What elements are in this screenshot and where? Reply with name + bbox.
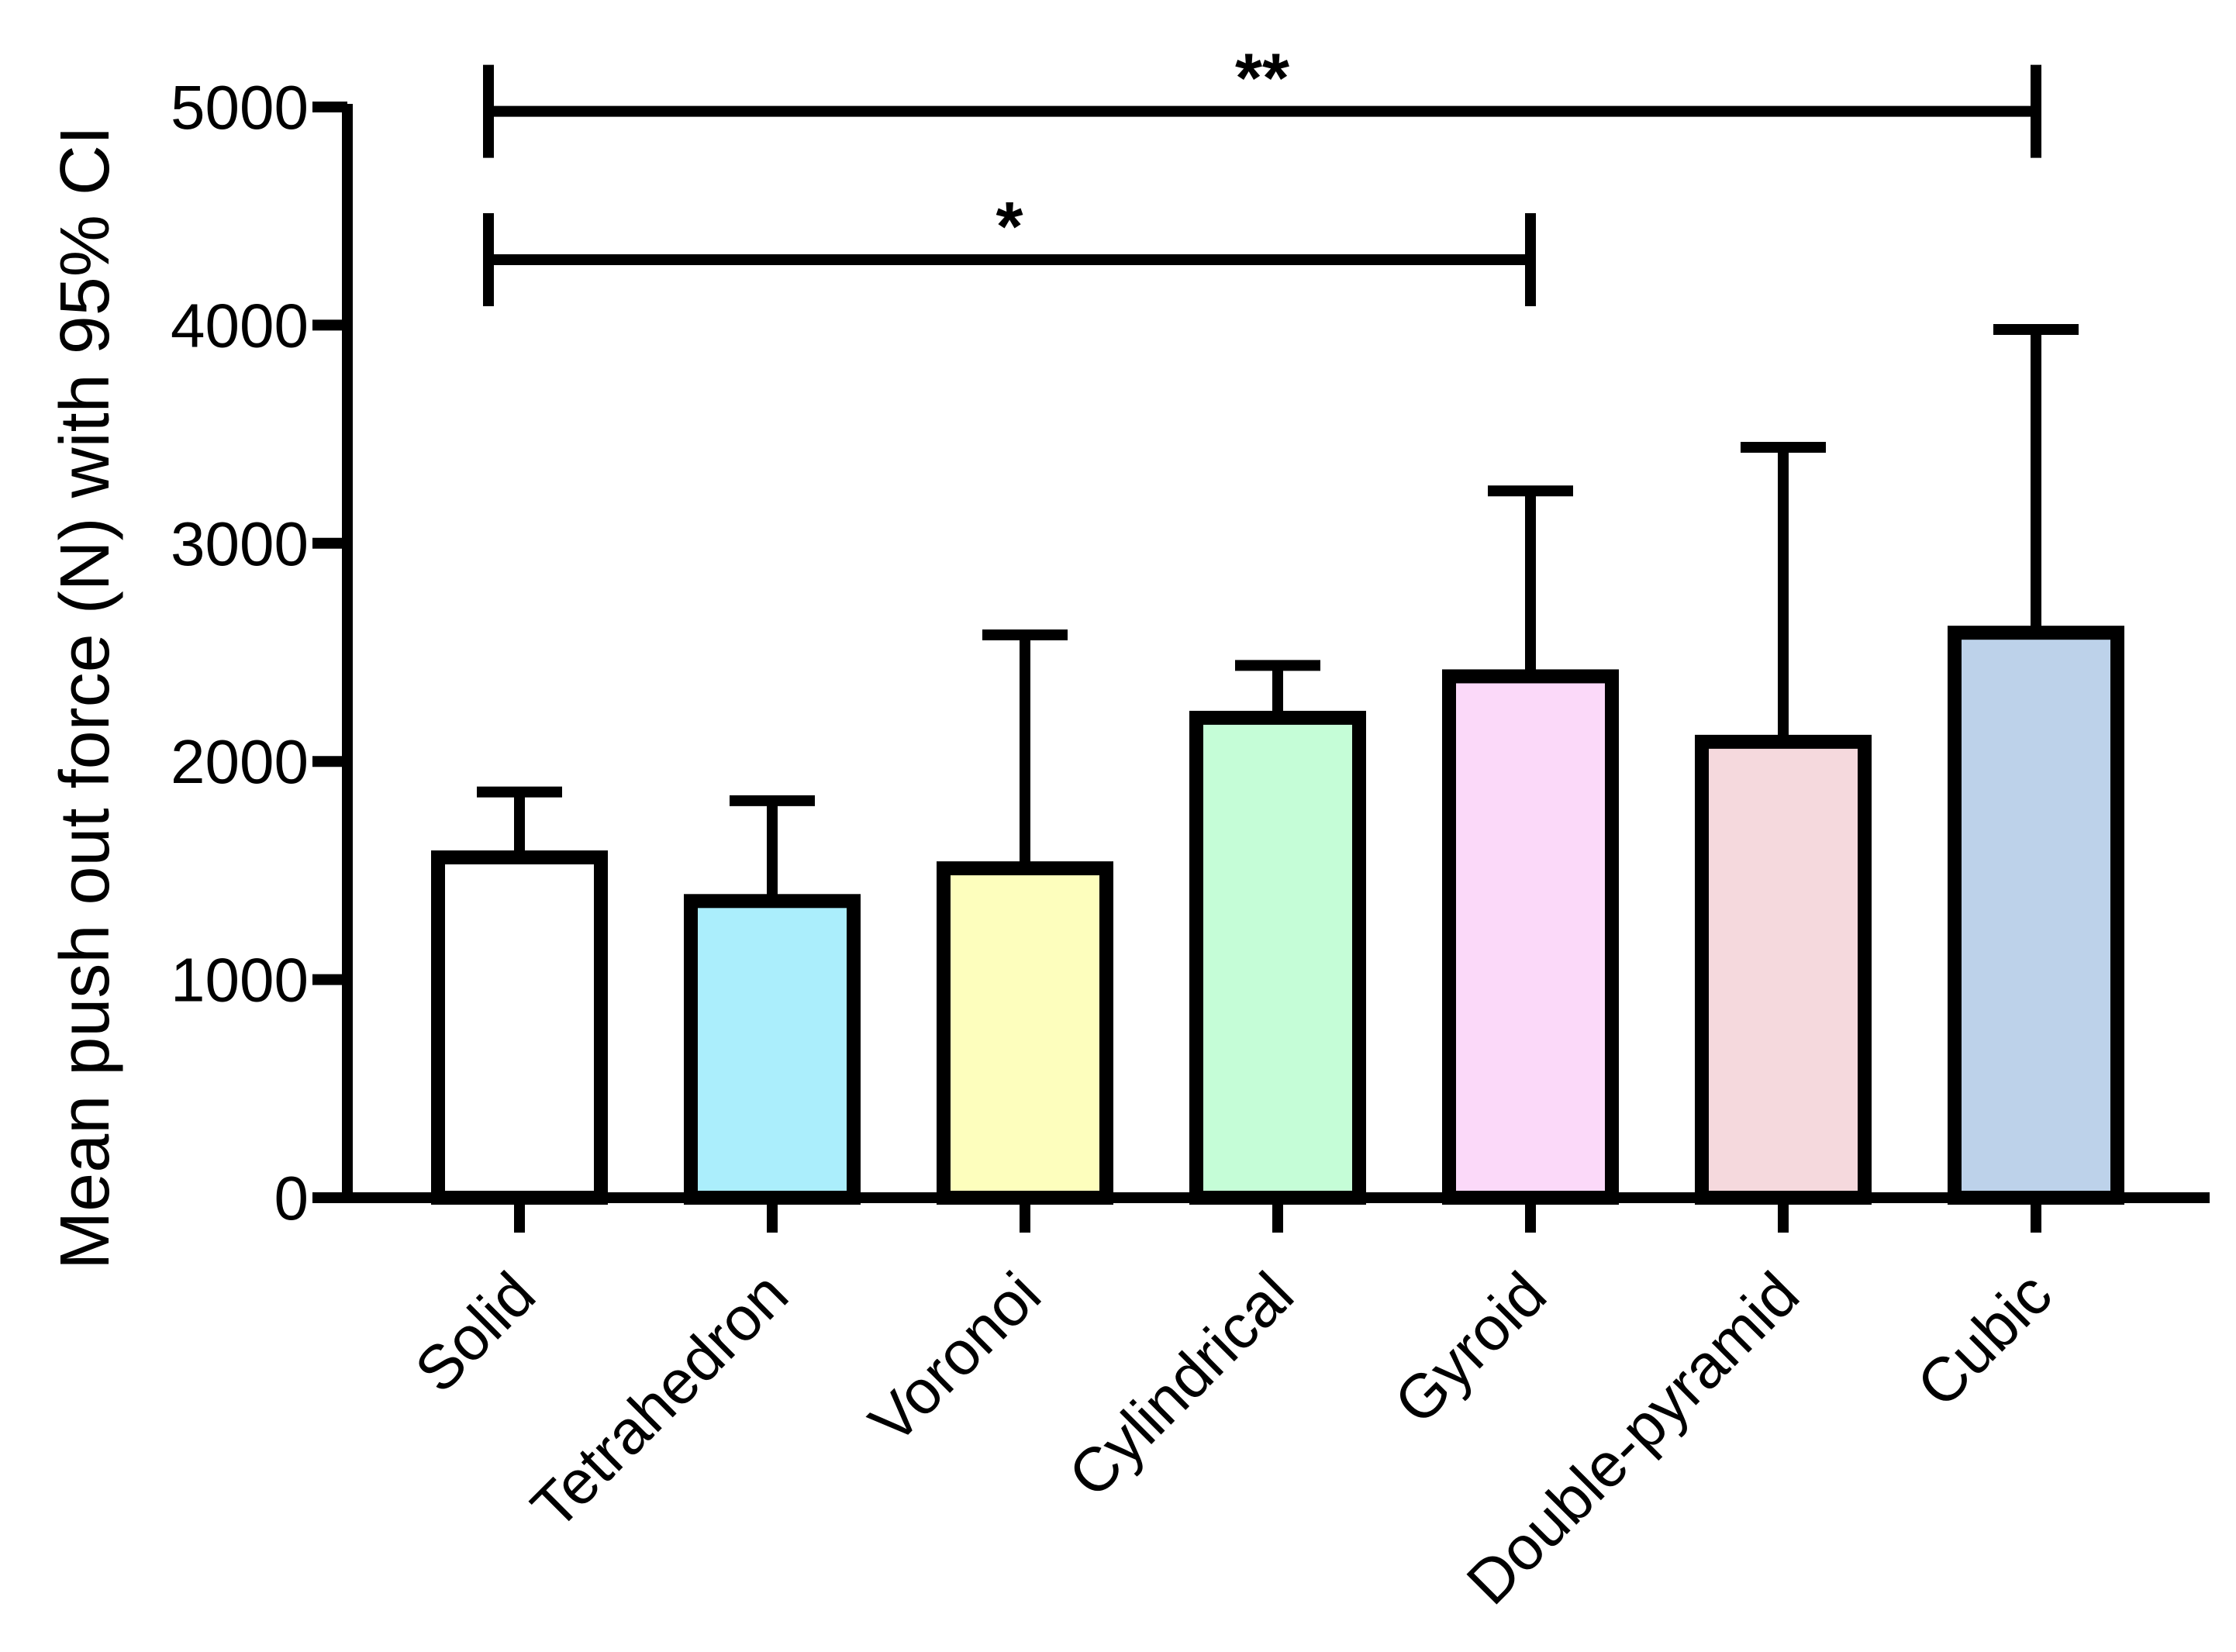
bar-cylindrical [1189, 710, 1366, 1205]
x-tick-label: Cubic [1903, 1259, 2065, 1420]
y-tick-label: 0 [274, 1164, 309, 1233]
y-tick-label: 4000 [171, 291, 309, 360]
bar-solid [431, 850, 608, 1205]
bar-gyroid [1442, 669, 1619, 1205]
x-tick-label: Cylindrical [1055, 1259, 1306, 1510]
y-tick-label: 5000 [171, 73, 309, 142]
significance-label: ** [1235, 40, 1289, 118]
y-axis-title: Mean push out force (N) with 95% CI [47, 126, 124, 1270]
significance-label: * [996, 188, 1023, 266]
bar-tetrahedron [684, 894, 861, 1205]
y-tick-label: 2000 [171, 727, 309, 796]
bar-voronoi [937, 861, 1113, 1205]
bar-cubic [1948, 626, 2124, 1205]
x-tick-label: Solid [402, 1259, 548, 1405]
x-tick-label: Gyroid [1381, 1259, 1559, 1437]
y-tick-label: 1000 [171, 946, 309, 1015]
bars-layer [431, 324, 2124, 1205]
axes-layer [312, 102, 2210, 1233]
y-tick-label: 3000 [171, 509, 309, 578]
x-tick-label: Voronoi [856, 1259, 1054, 1457]
significance-layer: *** [483, 40, 2041, 306]
bar-double-pyramid [1695, 734, 1872, 1205]
x-tick-label: Tetrahedron [518, 1259, 801, 1542]
